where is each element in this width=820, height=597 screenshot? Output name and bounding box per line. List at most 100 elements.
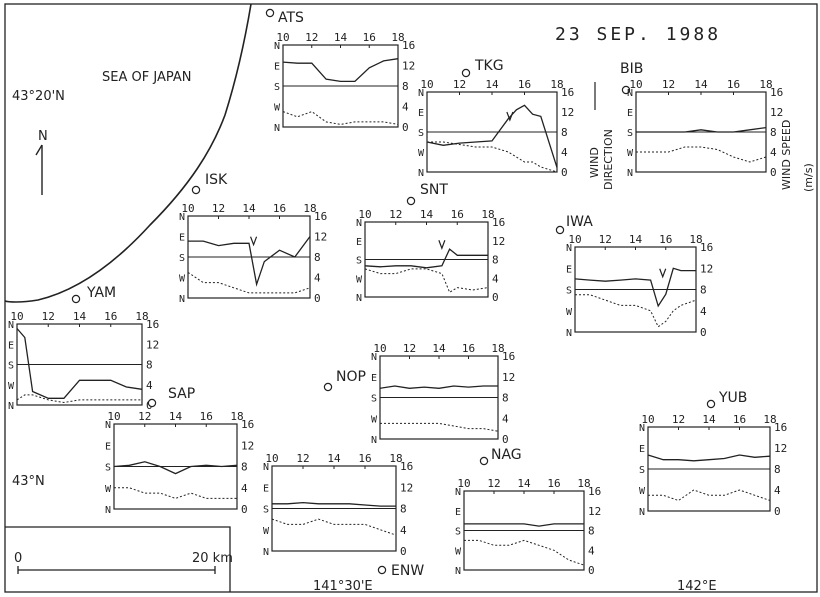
direction-tick-isk-4: N bbox=[179, 294, 185, 305]
speed-tick-snt-3: 4 bbox=[492, 272, 499, 285]
direction-tick-sap-4: N bbox=[105, 505, 111, 516]
speed-tick-enw-1: 12 bbox=[400, 481, 413, 494]
direction-tick-bib-0: N bbox=[627, 88, 633, 99]
speed-tick-nag-4: 0 bbox=[588, 564, 595, 577]
wind-direction-line-snt bbox=[365, 249, 488, 268]
x-tick-label-nop-16: 16 bbox=[462, 342, 475, 355]
speed-tick-yam-2: 8 bbox=[146, 359, 153, 372]
direction-tick-nop-2: S bbox=[371, 394, 377, 405]
speed-tick-yub-0: 16 bbox=[774, 421, 787, 434]
speed-tick-bib-4: 0 bbox=[770, 166, 777, 179]
x-tick-label-yam-14: 14 bbox=[73, 310, 87, 323]
station-label-isk: ISK bbox=[205, 172, 228, 188]
speed-tick-ats-1: 12 bbox=[402, 60, 415, 73]
x-tick-label-tkg-14: 14 bbox=[485, 78, 499, 91]
panel-yub: YUB10 12 14 16 18NESWN1612840 bbox=[639, 390, 787, 518]
wind-speed-line-yub bbox=[648, 490, 770, 501]
x-tick-label-yam-12: 12 bbox=[42, 310, 55, 323]
wind-direction-line-isk bbox=[188, 237, 310, 285]
wind-speed-line-yam bbox=[17, 395, 142, 403]
speed-tick-yub-2: 8 bbox=[774, 463, 781, 476]
speed-tick-yam-3: 4 bbox=[146, 379, 153, 392]
speed-tick-sap-1: 12 bbox=[241, 439, 254, 452]
direction-tick-isk-1: E bbox=[179, 233, 185, 244]
station-marker-sap bbox=[148, 399, 155, 406]
panel-iwa: IWA10 12 14 16 18NESWN1612840 bbox=[556, 214, 713, 339]
wind-shift-arrow-snt bbox=[439, 240, 445, 248]
station-label-snt: SNT bbox=[420, 182, 448, 198]
speed-tick-tkg-4: 0 bbox=[561, 166, 568, 179]
x-tick-label-nag-14: 14 bbox=[517, 477, 531, 490]
wind-direction-line-yub bbox=[648, 455, 770, 461]
speed-tick-ats-3: 4 bbox=[402, 101, 409, 114]
speed-tick-tkg-2: 8 bbox=[561, 126, 568, 139]
speed-tick-nag-0: 16 bbox=[588, 485, 601, 498]
speed-tick-snt-0: 16 bbox=[492, 216, 505, 229]
direction-tick-isk-2: S bbox=[179, 253, 185, 264]
x-tick-label-iwa-16: 16 bbox=[659, 233, 672, 246]
x-tick-label-enw-12: 12 bbox=[296, 452, 309, 465]
x-tick-label-iwa-12: 12 bbox=[599, 233, 612, 246]
x-tick-label-ats-12: 12 bbox=[305, 31, 318, 44]
wind-direction-line-nop bbox=[380, 386, 498, 388]
x-tick-label-enw-16: 16 bbox=[358, 452, 371, 465]
station-label-sap: SAP bbox=[168, 386, 195, 402]
direction-tick-iwa-0: N bbox=[566, 243, 572, 254]
x-tick-label-isk-16: 16 bbox=[273, 202, 286, 215]
x-tick-label-tkg-12: 12 bbox=[453, 78, 466, 91]
direction-tick-ats-1: E bbox=[274, 62, 280, 73]
speed-tick-ats-0: 16 bbox=[402, 39, 415, 52]
wind-speed-line-sap bbox=[114, 488, 237, 499]
x-tick-label-sap-14: 14 bbox=[169, 410, 183, 423]
direction-tick-nop-1: E bbox=[371, 373, 377, 384]
direction-tick-yam-1: E bbox=[8, 340, 14, 351]
station-marker-isk bbox=[192, 186, 199, 193]
speed-tick-enw-4: 0 bbox=[400, 545, 407, 558]
speed-tick-isk-0: 16 bbox=[314, 210, 327, 223]
wind-direction-line-enw bbox=[272, 503, 396, 507]
speed-tick-nop-1: 12 bbox=[502, 371, 515, 384]
station-marker-nag bbox=[480, 457, 487, 464]
direction-tick-snt-1: E bbox=[356, 237, 362, 248]
direction-tick-yam-4: N bbox=[8, 401, 14, 412]
legend-wind-direction-1: WIND bbox=[588, 147, 601, 178]
x-tick-label-sap-16: 16 bbox=[200, 410, 213, 423]
speed-tick-bib-0: 16 bbox=[770, 86, 783, 99]
speed-tick-isk-4: 0 bbox=[314, 292, 321, 305]
speed-tick-sap-4: 0 bbox=[241, 503, 248, 516]
wind-speed-line-snt bbox=[365, 269, 488, 292]
x-tick-label-nop-14: 14 bbox=[432, 342, 446, 355]
speed-tick-yam-0: 16 bbox=[146, 318, 159, 331]
station-label-bib: BIB bbox=[620, 61, 643, 77]
direction-tick-nop-3: W bbox=[371, 414, 378, 425]
direction-tick-enw-0: N bbox=[263, 462, 269, 473]
direction-tick-snt-2: S bbox=[356, 256, 362, 267]
direction-tick-iwa-1: E bbox=[566, 264, 572, 275]
wind-direction-line-yam bbox=[17, 329, 142, 399]
speed-tick-enw-3: 4 bbox=[400, 524, 407, 537]
direction-tick-ats-0: N bbox=[274, 41, 280, 52]
speed-tick-sap-2: 8 bbox=[241, 461, 248, 474]
x-tick-label-bib-14: 14 bbox=[694, 78, 708, 91]
speed-tick-yub-1: 12 bbox=[774, 442, 787, 455]
x-tick-label-yub-14: 14 bbox=[702, 413, 716, 426]
wind-speed-line-enw bbox=[272, 519, 396, 535]
direction-tick-iwa-2: S bbox=[566, 286, 572, 297]
speed-tick-isk-3: 4 bbox=[314, 272, 321, 285]
speed-tick-snt-4: 0 bbox=[492, 291, 499, 304]
scale-end-label: 20 km bbox=[192, 551, 233, 566]
direction-tick-yub-0: N bbox=[639, 423, 645, 434]
x-tick-label-tkg-16: 16 bbox=[518, 78, 531, 91]
x-tick-label-nop-12: 12 bbox=[403, 342, 416, 355]
legend-wind-direction-2: DIRECTION bbox=[602, 129, 615, 190]
station-label-enw: ENW bbox=[391, 563, 424, 579]
station-marker-enw bbox=[378, 566, 385, 573]
x-tick-label-snt-12: 12 bbox=[389, 208, 402, 221]
speed-tick-nag-2: 8 bbox=[588, 525, 595, 538]
direction-tick-ats-3: W bbox=[274, 103, 281, 114]
x-tick-label-snt-14: 14 bbox=[420, 208, 434, 221]
direction-tick-enw-1: E bbox=[263, 483, 269, 494]
direction-tick-ats-4: N bbox=[274, 123, 280, 134]
speed-tick-nag-3: 4 bbox=[588, 544, 595, 557]
